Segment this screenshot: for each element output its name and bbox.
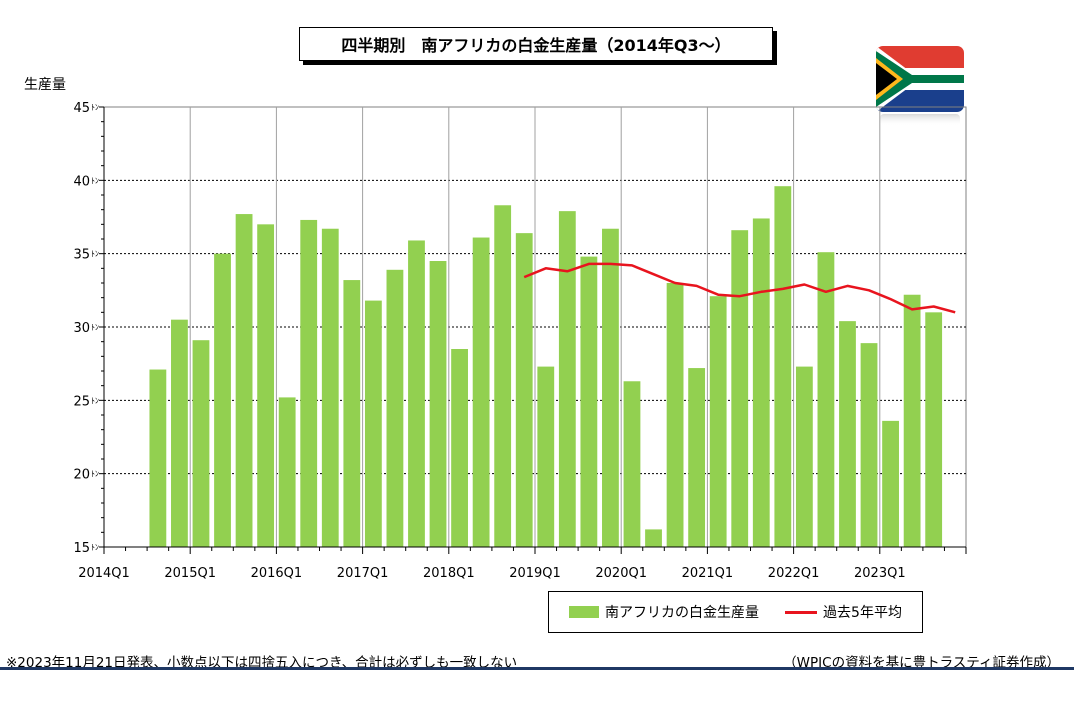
x-tick-label: 2017Q1: [337, 566, 389, 581]
y-tick-unit: ﾄﾝ: [91, 250, 99, 259]
x-tick-label: 2018Q1: [423, 566, 475, 581]
bar: [300, 219, 318, 547]
bar: [364, 300, 382, 547]
legend-swatch-line: [785, 610, 818, 614]
x-tick-label: 2023Q1: [854, 566, 906, 581]
bar: [515, 233, 533, 547]
bar: [731, 230, 749, 547]
south-africa-flag-icon: [876, 46, 964, 126]
bar: [774, 186, 792, 547]
x-tick-label: 2022Q1: [768, 566, 820, 581]
bar: [558, 211, 576, 547]
chart-legend: 南アフリカの白金生産量 過去5年平均: [548, 591, 923, 633]
bar: [537, 366, 555, 547]
bar: [472, 237, 490, 548]
bar: [386, 269, 404, 547]
y-tick-label: 15: [73, 541, 90, 556]
bar: [171, 319, 188, 547]
bar: [623, 381, 641, 547]
y-axis-label: 生産量: [24, 77, 66, 93]
bar: [214, 253, 231, 547]
bar: [752, 218, 770, 547]
bar: [429, 261, 447, 547]
bar: [882, 420, 899, 547]
bar: [666, 283, 684, 547]
y-tick-label: 20: [73, 468, 90, 483]
y-tick-label: 35: [73, 248, 90, 263]
legend-item-average: 過去5年平均: [785, 602, 902, 622]
bar: [925, 312, 943, 547]
x-tick-label: 2016Q1: [251, 566, 303, 581]
bar: [451, 349, 468, 547]
y-tick-label: 40: [73, 174, 90, 189]
y-tick-unit: ﾄﾝ: [91, 470, 99, 479]
bottom-rule: [0, 667, 1074, 670]
legend-item-production: 南アフリカの白金生産量: [569, 602, 759, 622]
x-tick-label: 2020Q1: [595, 566, 647, 581]
chart-title: 四半期別 南アフリカの白金生産量（2014年Q3～）: [299, 27, 773, 61]
x-tick-label: 2019Q1: [509, 566, 561, 581]
bar: [149, 369, 167, 547]
bar: [494, 205, 512, 547]
legend-label-average: 過去5年平均: [823, 605, 902, 621]
bar: [580, 256, 598, 547]
x-tick-label: 2021Q1: [682, 566, 734, 581]
y-tick-unit: ﾄﾝ: [91, 103, 99, 112]
bar: [602, 228, 619, 547]
bar: [257, 224, 275, 548]
bar: [709, 296, 727, 547]
y-tick-label: 25: [73, 394, 90, 409]
bar: [343, 280, 361, 547]
x-tick-label: 2015Q1: [164, 566, 216, 581]
bar: [321, 228, 339, 547]
y-tick-unit: ﾄﾝ: [91, 176, 99, 185]
y-tick-label: 30: [73, 321, 90, 336]
bar: [645, 529, 662, 547]
bar: [235, 214, 253, 548]
y-tick-label: 45: [73, 101, 90, 116]
bar: [839, 321, 856, 547]
y-tick-unit: ﾄﾝ: [91, 323, 99, 332]
bar: [795, 366, 813, 547]
bar: [192, 340, 210, 547]
x-tick-label: 2014Q1: [78, 566, 130, 581]
bar: [817, 252, 835, 547]
bar: [278, 397, 296, 547]
bar: [860, 343, 878, 547]
legend-label-production: 南アフリカの白金生産量: [605, 605, 760, 621]
y-tick-unit: ﾄﾝ: [91, 396, 99, 405]
bar: [408, 240, 425, 547]
bar: [688, 368, 706, 547]
average-line: [523, 262, 956, 314]
bar: [903, 294, 921, 547]
legend-swatch-bar: [569, 606, 600, 618]
y-tick-unit: ﾄﾝ: [91, 543, 99, 552]
